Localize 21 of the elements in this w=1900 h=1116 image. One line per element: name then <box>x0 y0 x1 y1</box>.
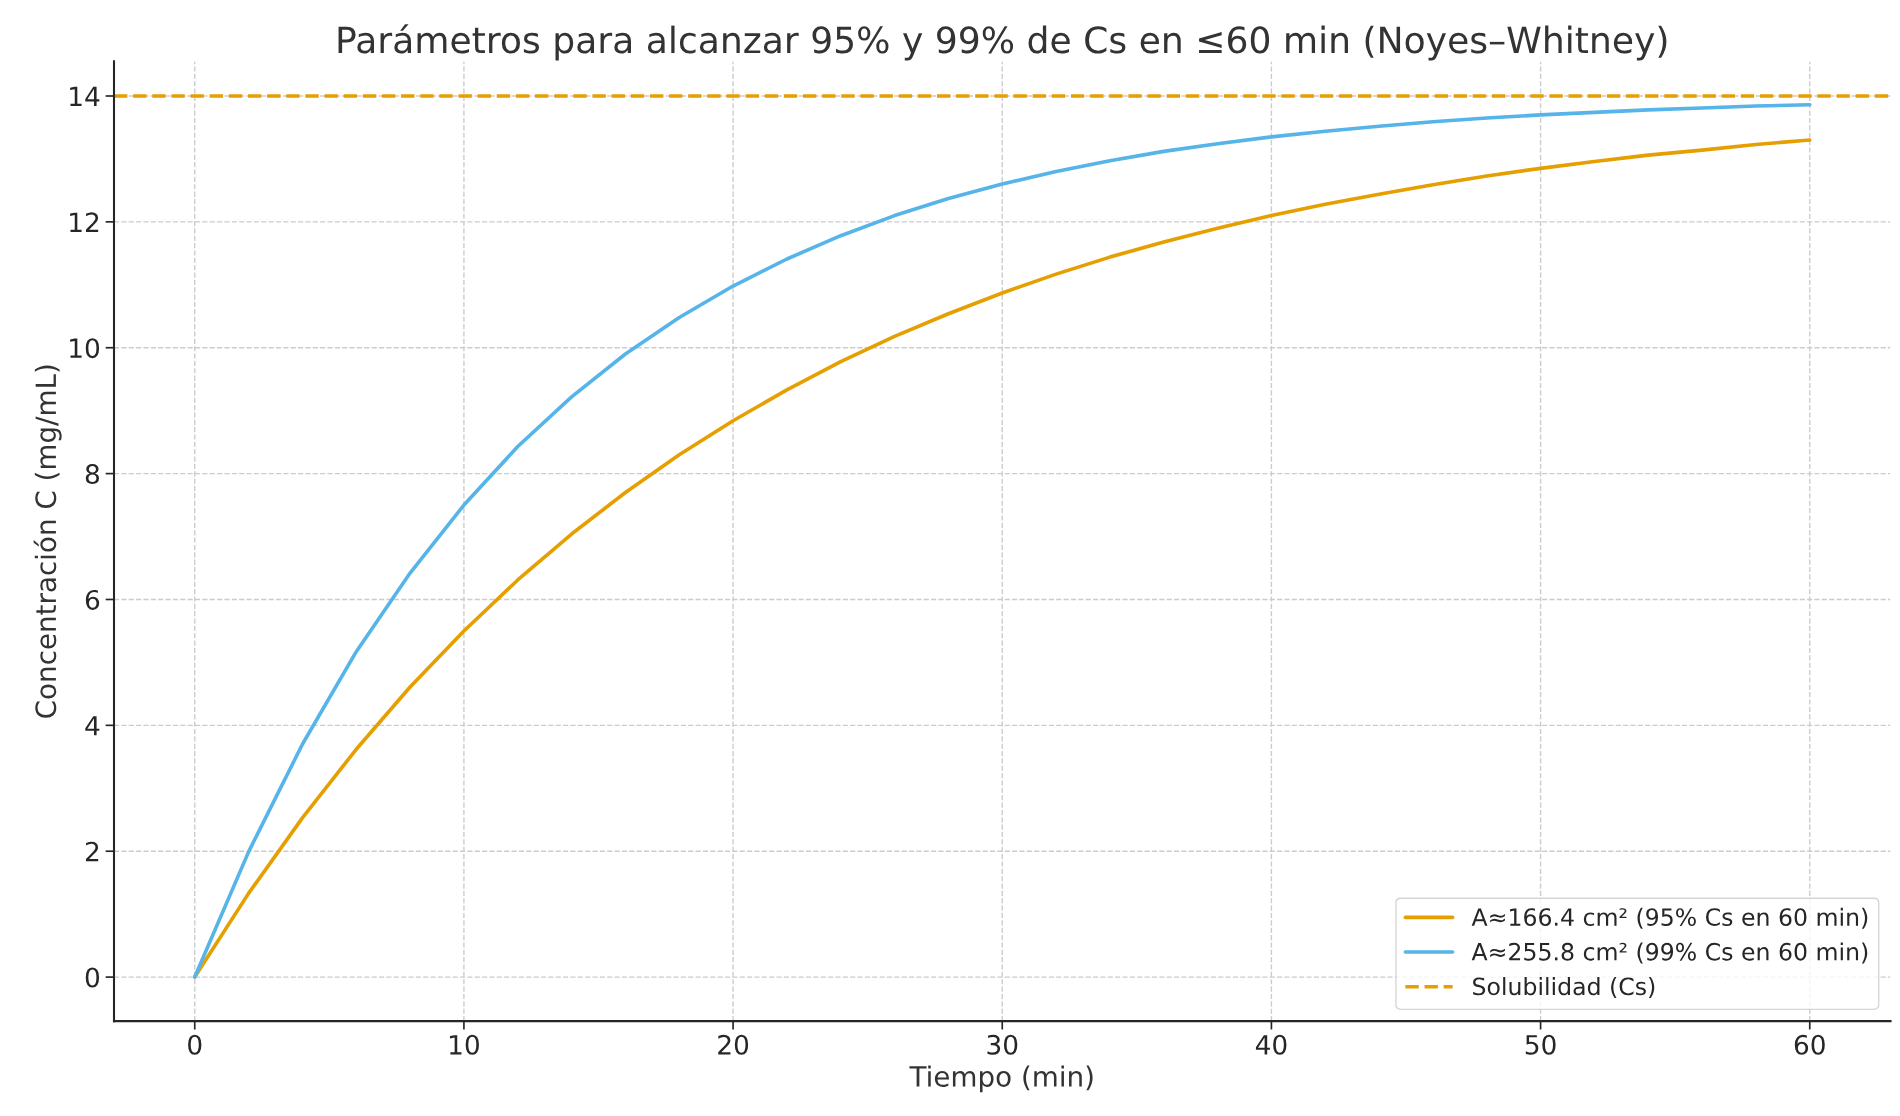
x-tick-label: 0 <box>188 1034 202 1055</box>
y-tick-label: 12 <box>70 212 99 232</box>
legend-label: A≈166.4 cm² (95% Cs en 60 min) <box>1471 907 1868 929</box>
x-tick-label: 40 <box>1255 1034 1287 1055</box>
y-tick-label: 14 <box>70 86 100 107</box>
x-tick-label: 30 <box>987 1034 1018 1055</box>
legend-label: A≈255.8 cm² (99% Cs en 60 min) <box>1471 942 1868 964</box>
x-tick-label: 60 <box>1794 1034 1825 1055</box>
x-axis-title: Tiempo (min) <box>909 1065 1093 1093</box>
x-tick-label: 20 <box>718 1034 749 1055</box>
legend-label: Solubilidad (Cs) <box>1473 977 1655 999</box>
y-tick-label: 10 <box>70 338 100 359</box>
y-tick-label: 4 <box>85 716 100 736</box>
x-tick-label: 10 <box>450 1034 479 1055</box>
y-tick-label: 6 <box>85 589 100 610</box>
chart-title: Parámetros para alcanzar 95% y 99% de Cs en ≤60 min (Noyes–Whitney) <box>338 24 1667 61</box>
y-tick-label: 0 <box>85 967 100 988</box>
y-axis-title: Concentración C (mg/mL) <box>33 365 62 718</box>
y-tick-label: 2 <box>85 841 99 862</box>
y-tick-label: 8 <box>85 464 99 485</box>
x-tick-label: 50 <box>1525 1034 1556 1055</box>
